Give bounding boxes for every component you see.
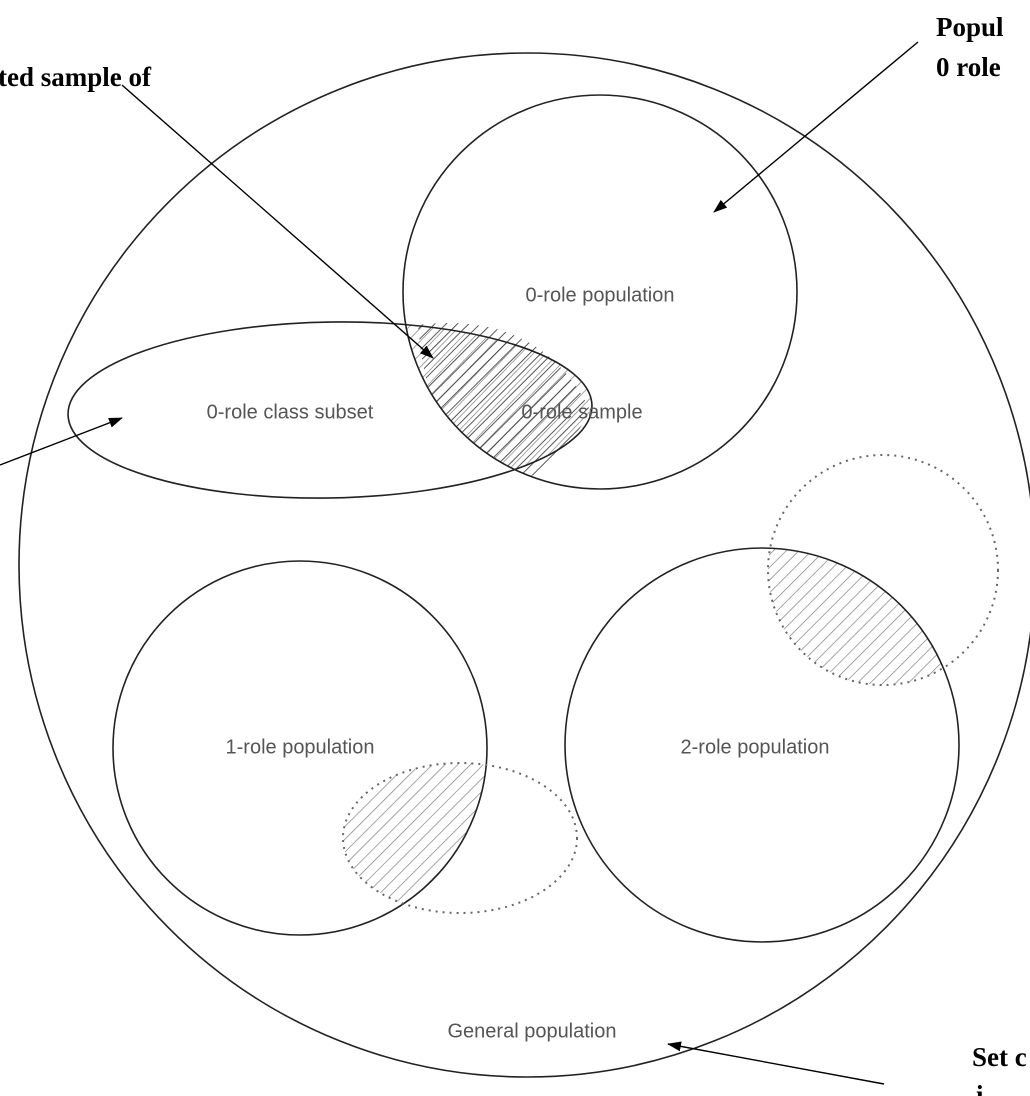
region-label: 0-role population — [526, 284, 675, 306]
region-label: 1-role population — [226, 736, 375, 758]
two-population-circle — [564, 547, 960, 943]
arrow — [667, 1041, 885, 1085]
general-circle — [18, 52, 1030, 1078]
zero-subset-ellipse — [67, 321, 593, 499]
one-sample-ellipse — [342, 762, 578, 914]
two-sample-hatch — [768, 548, 959, 685]
region-label: General population — [447, 1020, 616, 1042]
one-sample-hatch — [343, 763, 487, 913]
annotation: 0 role — [936, 52, 1001, 82]
two-sample-circle — [767, 454, 999, 686]
arrow — [0, 417, 123, 466]
arrow — [713, 41, 919, 213]
annotation: i — [976, 1080, 984, 1096]
one-population-circle — [112, 560, 488, 936]
region-label: 0-role sample — [521, 401, 642, 423]
zero-population-circle — [402, 94, 798, 490]
annotation: Popul — [936, 12, 1004, 42]
region-label: 0-role class subset — [207, 401, 374, 423]
arrow — [121, 84, 434, 359]
region-label: 2-role population — [681, 736, 830, 758]
annotation: ted sample of — [0, 62, 152, 92]
annotation: Set c — [972, 1042, 1027, 1072]
